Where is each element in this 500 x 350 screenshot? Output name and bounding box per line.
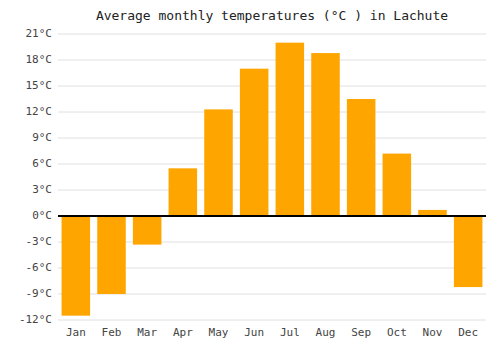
y-tick-label: 3°C bbox=[32, 183, 52, 196]
y-grid bbox=[58, 34, 486, 320]
grid-line bbox=[58, 216, 486, 217]
x-tick-label: Mar bbox=[137, 326, 157, 339]
y-tick-label: -9°C bbox=[26, 287, 53, 300]
grid-line bbox=[58, 112, 486, 113]
bar bbox=[454, 216, 483, 287]
y-tick-label: -12°C bbox=[19, 313, 52, 326]
x-tick-label: Apr bbox=[173, 326, 193, 339]
y-tick-label: 12°C bbox=[26, 105, 53, 118]
chart-container: Average monthly temperatures (°C ) in La… bbox=[0, 0, 500, 350]
grid-line bbox=[58, 138, 486, 139]
bar bbox=[347, 99, 376, 216]
grid-line bbox=[58, 86, 486, 87]
grid-line bbox=[58, 320, 486, 321]
bar bbox=[204, 109, 233, 216]
x-tick-label: Jun bbox=[244, 326, 264, 339]
bar bbox=[276, 43, 305, 216]
zero-line bbox=[58, 215, 486, 217]
grid-line bbox=[58, 164, 486, 165]
x-tick-label: Aug bbox=[316, 326, 336, 339]
x-tick-label: Feb bbox=[102, 326, 122, 339]
y-tick-label: -3°C bbox=[26, 235, 53, 248]
y-tick-label: 0°C bbox=[32, 209, 52, 222]
grid-line bbox=[58, 60, 486, 61]
bar bbox=[383, 154, 412, 216]
grid-line bbox=[58, 190, 486, 191]
y-tick-label: 9°C bbox=[32, 131, 52, 144]
y-tick-label: -6°C bbox=[26, 261, 53, 274]
chart-svg: Average monthly temperatures (°C ) in La… bbox=[0, 0, 500, 350]
y-axis: -12°C -9°C -6°C -3°C 0°C 3°C 6°C 9°C 12°C 15°C 18°… bbox=[19, 27, 52, 326]
bar bbox=[133, 216, 162, 245]
x-tick-label: Jul bbox=[280, 326, 300, 339]
bar bbox=[169, 168, 198, 216]
bars bbox=[62, 43, 483, 316]
bar bbox=[240, 69, 269, 216]
title: Average monthly temperatures (°C ) in La… bbox=[96, 8, 448, 23]
x-tick-label: Dec bbox=[458, 326, 478, 339]
bar bbox=[62, 216, 91, 316]
y-tick-label: 15°C bbox=[26, 79, 53, 92]
y-tick-label: 21°C bbox=[26, 27, 53, 40]
x-axis: Jan Feb Mar Apr May Jun Jul Aug Sep Oct Nov Dec bbox=[66, 326, 478, 339]
x-tick-label: May bbox=[209, 326, 229, 339]
x-tick-label: Sep bbox=[351, 326, 371, 339]
x-tick-label: Nov bbox=[423, 326, 443, 339]
y-tick-label: 18°C bbox=[26, 53, 53, 66]
x-tick-label: Oct bbox=[387, 326, 407, 339]
y-tick-label: 6°C bbox=[32, 157, 52, 170]
grid-line bbox=[58, 34, 486, 35]
x-tick-label: Jan bbox=[66, 326, 86, 339]
bar bbox=[97, 216, 126, 294]
bar bbox=[311, 53, 340, 216]
